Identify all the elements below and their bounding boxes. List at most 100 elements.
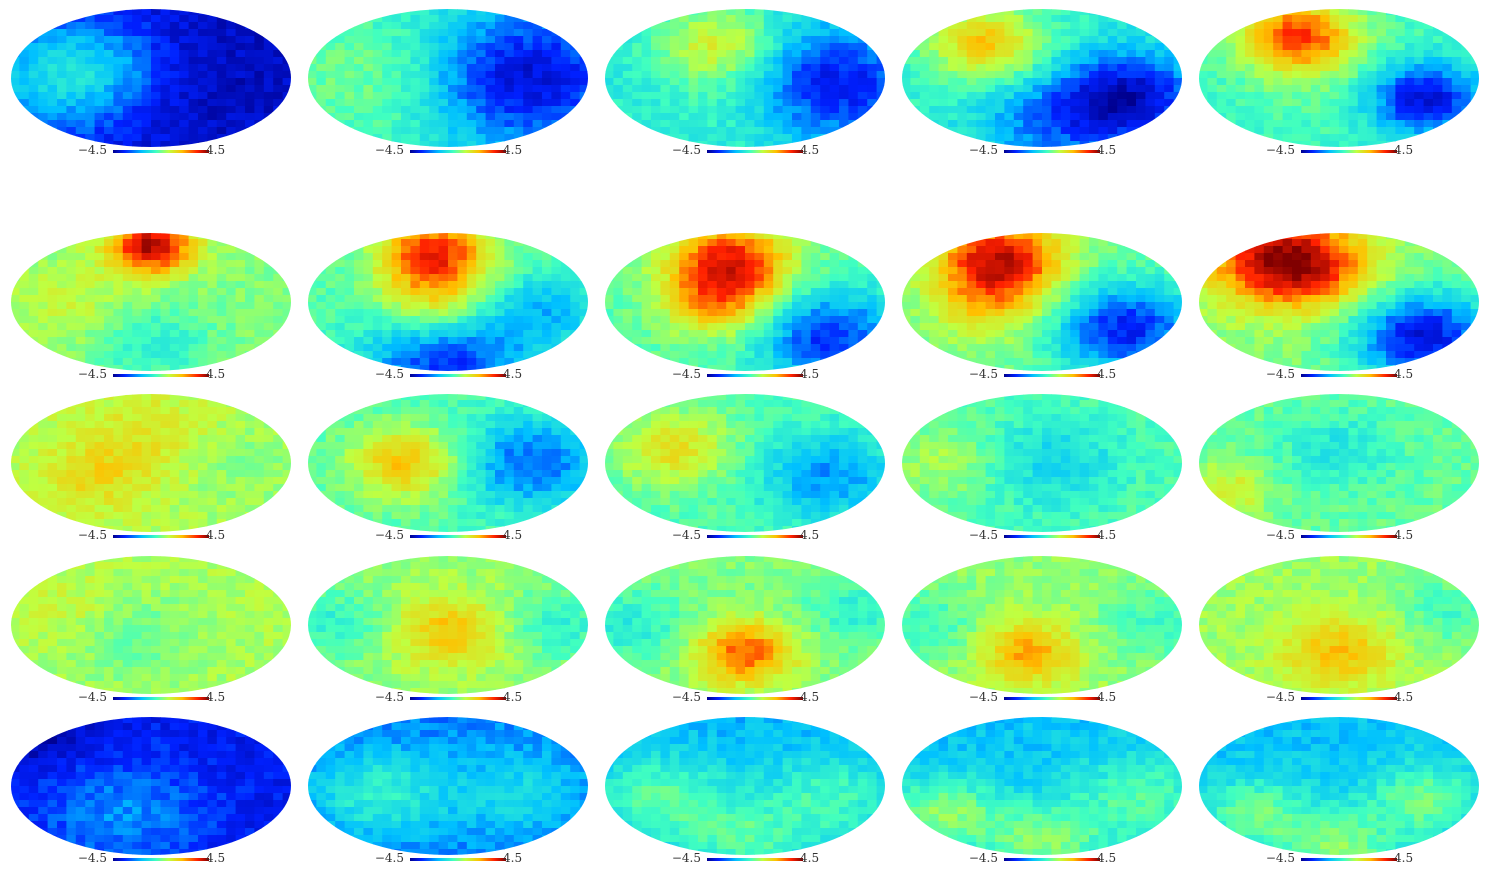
colorbar-max-label: 4.5: [1097, 851, 1116, 865]
colorbar: −4.5 4.5: [10, 367, 300, 381]
colorbar-min-label: −4.5: [969, 528, 998, 542]
colorbar-max-label: 4.5: [503, 367, 522, 381]
colorbar-max-label: 4.5: [503, 528, 522, 542]
colorbar: −4.5 4.5: [1198, 143, 1488, 157]
colorbar-gradient: [707, 697, 803, 700]
colorbar-max-label: 4.5: [206, 367, 225, 381]
mollweide-map: [10, 555, 292, 695]
colorbar-max-label: 4.5: [800, 367, 819, 381]
colorbar-gradient: [410, 697, 506, 700]
colorbar-gradient: [1004, 374, 1100, 377]
colorbar-gradient: [1301, 150, 1397, 153]
mollweide-map: [604, 232, 886, 372]
colorbar-min-label: −4.5: [672, 528, 701, 542]
colorbar-max-label: 4.5: [1394, 143, 1413, 157]
mollweide-map: [604, 716, 886, 856]
colorbar-min-label: −4.5: [969, 690, 998, 704]
colorbar-min-label: −4.5: [1266, 528, 1295, 542]
colorbar-min-label: −4.5: [1266, 690, 1295, 704]
colorbar-min-label: −4.5: [969, 367, 998, 381]
colorbar-min-label: −4.5: [1266, 851, 1295, 865]
colorbar-min-label: −4.5: [672, 367, 701, 381]
colorbar-gradient: [707, 150, 803, 153]
colorbar-gradient: [1301, 858, 1397, 861]
mollweide-map: [307, 393, 589, 533]
colorbar-max-label: 4.5: [800, 143, 819, 157]
colorbar-gradient: [410, 858, 506, 861]
mollweide-map: [604, 8, 886, 148]
mollweide-map: [901, 716, 1183, 856]
colorbar-min-label: −4.5: [375, 851, 404, 865]
colorbar-gradient: [410, 374, 506, 377]
mollweide-map: [604, 555, 886, 695]
colorbar-max-label: 4.5: [206, 528, 225, 542]
colorbar-gradient: [113, 697, 209, 700]
colorbar: −4.5 4.5: [604, 367, 894, 381]
colorbar-max-label: 4.5: [1394, 528, 1413, 542]
colorbar-min-label: −4.5: [78, 528, 107, 542]
colorbar-gradient: [707, 374, 803, 377]
colorbar-max-label: 4.5: [503, 690, 522, 704]
mollweide-map: [10, 716, 292, 856]
colorbar: −4.5 4.5: [1198, 528, 1488, 542]
colorbar-max-label: 4.5: [800, 528, 819, 542]
colorbar-min-label: −4.5: [78, 367, 107, 381]
mollweide-map: [307, 555, 589, 695]
colorbar-min-label: −4.5: [672, 690, 701, 704]
colorbar-min-label: −4.5: [78, 690, 107, 704]
colorbar-gradient: [1301, 697, 1397, 700]
colorbar: −4.5 4.5: [901, 690, 1191, 704]
colorbar-min-label: −4.5: [1266, 143, 1295, 157]
mollweide-map: [1198, 555, 1480, 695]
mollweide-map: [901, 232, 1183, 372]
colorbar-max-label: 4.5: [1394, 851, 1413, 865]
colorbar: −4.5 4.5: [901, 851, 1191, 865]
colorbar-max-label: 4.5: [206, 143, 225, 157]
mollweide-map: [901, 8, 1183, 148]
colorbar-gradient: [1004, 858, 1100, 861]
mollweide-map: [1198, 716, 1480, 856]
colorbar-max-label: 4.5: [1097, 528, 1116, 542]
colorbar-min-label: −4.5: [969, 851, 998, 865]
colorbar-min-label: −4.5: [78, 851, 107, 865]
colorbar-gradient: [410, 150, 506, 153]
mollweide-map: [307, 232, 589, 372]
colorbar-min-label: −4.5: [375, 690, 404, 704]
colorbar-gradient: [113, 374, 209, 377]
colorbar-gradient: [707, 535, 803, 538]
colorbar-gradient: [1004, 535, 1100, 538]
colorbar-gradient: [1301, 535, 1397, 538]
colorbar: −4.5 4.5: [10, 528, 300, 542]
colorbar-max-label: 4.5: [1097, 690, 1116, 704]
colorbar-gradient: [410, 535, 506, 538]
colorbar-max-label: 4.5: [1097, 367, 1116, 381]
colorbar-min-label: −4.5: [969, 143, 998, 157]
mollweide-map: [10, 393, 292, 533]
mollweide-map: [307, 8, 589, 148]
colorbar-gradient: [707, 858, 803, 861]
colorbar-max-label: 4.5: [800, 851, 819, 865]
colorbar-gradient: [113, 535, 209, 538]
colorbar-gradient: [113, 150, 209, 153]
mollweide-map: [307, 716, 589, 856]
colorbar-gradient: [113, 858, 209, 861]
mollweide-map: [1198, 232, 1480, 372]
colorbar: −4.5 4.5: [307, 690, 597, 704]
mollweide-map: [901, 393, 1183, 533]
mollweide-map: [901, 555, 1183, 695]
colorbar-gradient: [1301, 374, 1397, 377]
colorbar-min-label: −4.5: [375, 143, 404, 157]
colorbar: −4.5 4.5: [901, 367, 1191, 381]
colorbar-min-label: −4.5: [1266, 367, 1295, 381]
colorbar-max-label: 4.5: [800, 690, 819, 704]
